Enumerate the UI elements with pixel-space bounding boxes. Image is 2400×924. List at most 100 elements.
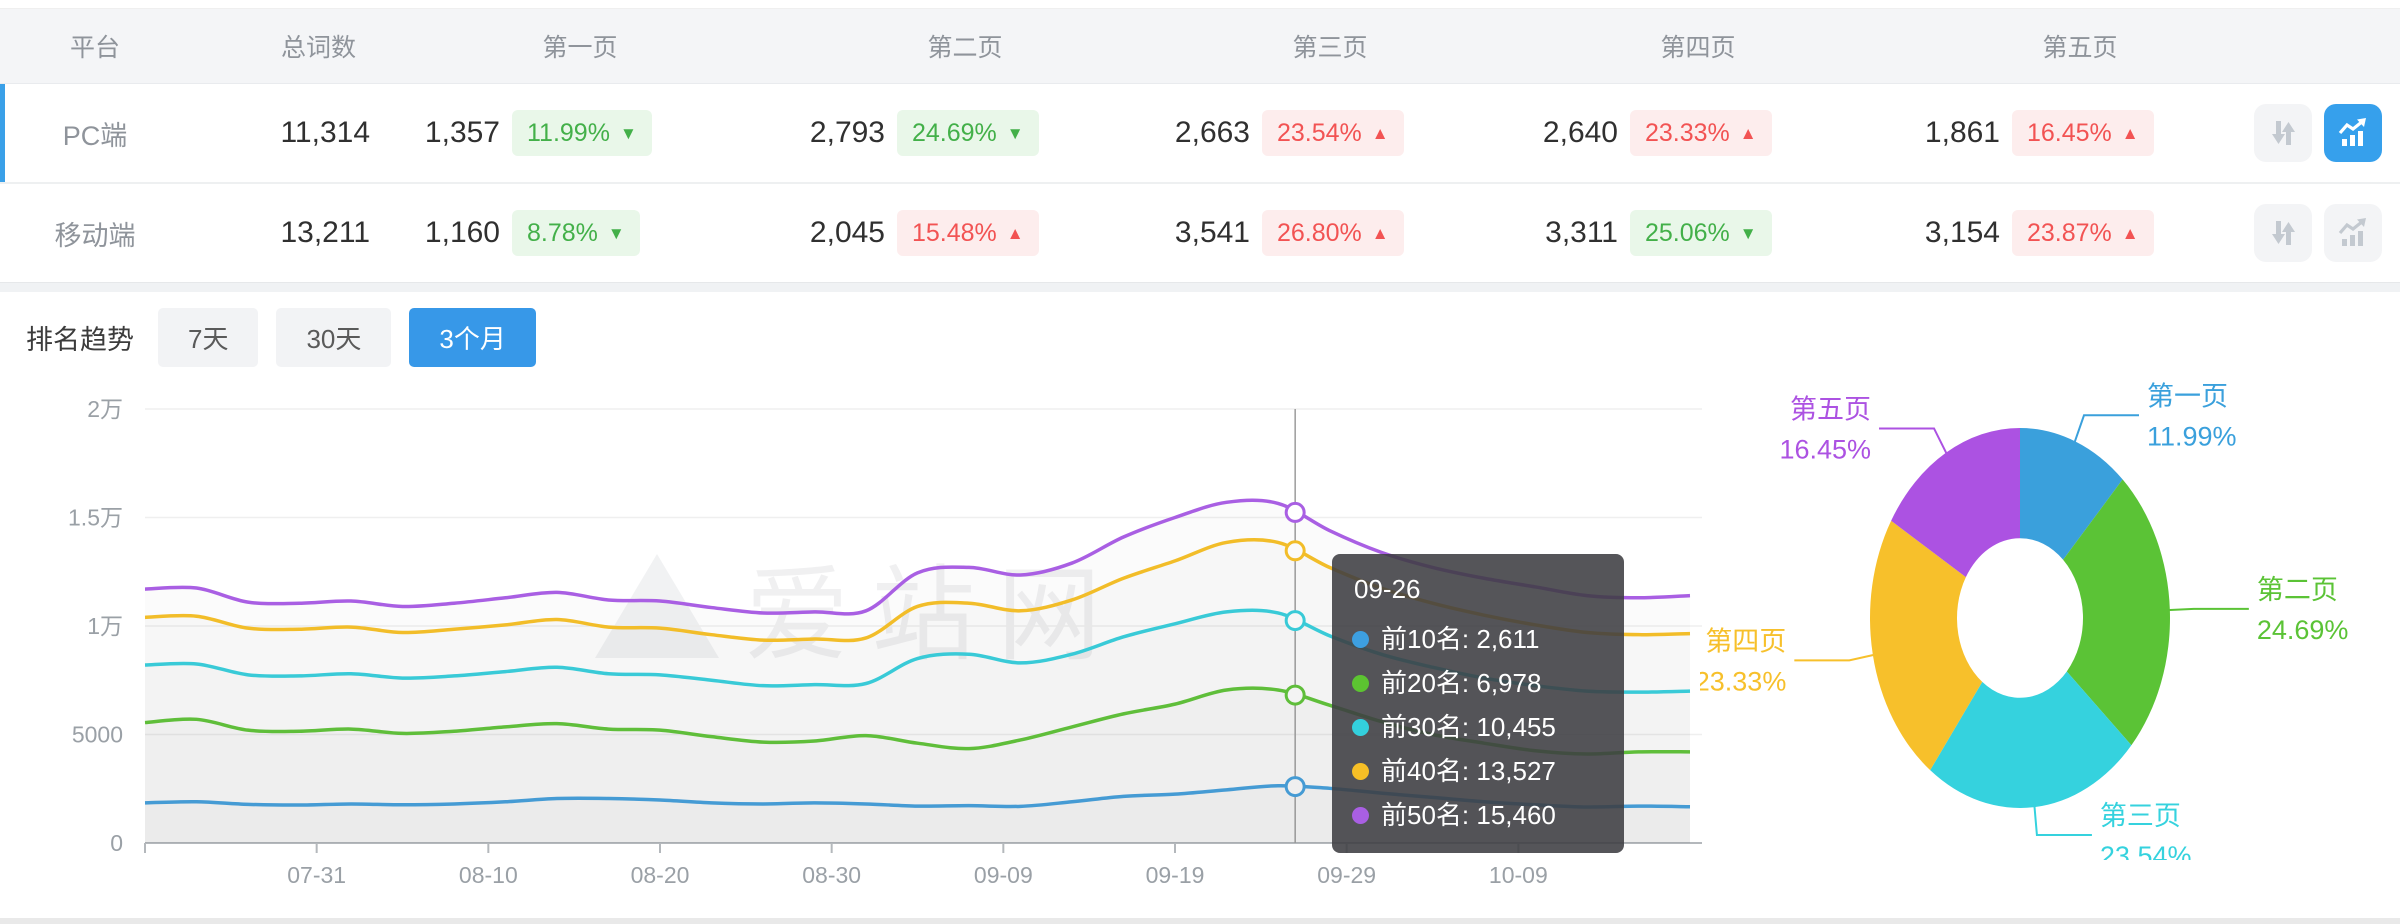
keyword-rank-table: 平台 总词数 第一页 第二页 第三页 第四页 第五页 PC端 11,314 1,… bbox=[0, 0, 2400, 284]
x-axis-label: 09-19 bbox=[1146, 862, 1205, 888]
trend-chart-button[interactable] bbox=[2324, 104, 2382, 162]
label-line bbox=[1794, 653, 1878, 662]
trend-arrow-icon bbox=[1372, 125, 1389, 142]
page5-count: 1,861 bbox=[1924, 116, 2000, 149]
page3-count: 2,663 bbox=[1174, 116, 1250, 149]
header-page5: 第五页 bbox=[2042, 34, 2118, 62]
page1-change-badge: 8.78% bbox=[512, 210, 640, 256]
donut-label-percent: 23.33% bbox=[1700, 666, 1786, 696]
page3-count: 3,541 bbox=[1174, 216, 1250, 249]
total-words-value: 13,211 bbox=[280, 216, 370, 249]
page2-count: 2,045 bbox=[809, 216, 885, 249]
trend-arrow-icon bbox=[1007, 125, 1024, 142]
tooltip-row: 前40名: 13,527 bbox=[1352, 749, 1604, 793]
trend-arrow-icon bbox=[2122, 125, 2139, 142]
donut-label-percent: 16.45% bbox=[1779, 434, 1871, 464]
page3-change-badge: 26.80% bbox=[1262, 210, 1404, 256]
table-row-pc[interactable]: PC端 11,314 1,357 11.99% 2,793 24.69% 2,6… bbox=[0, 84, 2400, 184]
trend-chart-button[interactable] bbox=[2324, 204, 2382, 262]
x-axis-label: 10-09 bbox=[1489, 862, 1548, 888]
table-row-mobile[interactable]: 移动端 13,211 1,160 8.78% 2,045 15.48% 3,54… bbox=[0, 184, 2400, 284]
donut-label-name: 第三页 bbox=[2100, 801, 2181, 831]
donut-label-name: 第四页 bbox=[1705, 626, 1786, 656]
label-line bbox=[2164, 607, 2249, 612]
tooltip-row: 前50名: 15,460 bbox=[1352, 793, 1604, 837]
tab-3months[interactable]: 3个月 bbox=[409, 308, 536, 367]
page2-change-badge: 24.69% bbox=[897, 110, 1039, 156]
top-strip bbox=[0, 0, 2400, 8]
header-platform: 平台 bbox=[69, 34, 120, 62]
compare-button[interactable] bbox=[2254, 104, 2312, 162]
header-page3: 第三页 bbox=[1292, 34, 1368, 62]
page2-change-badge: 15.48% bbox=[897, 210, 1039, 256]
donut-label-percent: 23.54% bbox=[2100, 841, 2192, 860]
tooltip-row: 前20名: 6,978 bbox=[1352, 661, 1604, 705]
trend-arrow-icon bbox=[1372, 225, 1389, 242]
label-line bbox=[1879, 427, 1950, 458]
trend-chart-icon bbox=[2338, 218, 2366, 246]
trend-section-title: 排名趋势 bbox=[26, 325, 134, 355]
tooltip-date: 09-26 bbox=[1354, 574, 1421, 604]
page3-change-badge: 23.54% bbox=[1262, 110, 1404, 156]
header-total-words: 总词数 bbox=[280, 34, 356, 62]
label-line bbox=[2072, 414, 2140, 447]
header-page4: 第四页 bbox=[1660, 34, 1736, 62]
y-axis-label: 2万 bbox=[87, 396, 123, 422]
transfer-arrows-icon bbox=[2272, 121, 2295, 145]
donut-slice-第二页[interactable] bbox=[2063, 479, 2170, 746]
series-dot-icon bbox=[1352, 762, 1369, 780]
trend-arrow-icon bbox=[1007, 225, 1024, 242]
crosshair-marker bbox=[1284, 610, 1306, 632]
table-header: 平台 总词数 第一页 第二页 第三页 第四页 第五页 bbox=[0, 8, 2400, 84]
header-page1: 第一页 bbox=[542, 34, 618, 62]
series-dot-icon bbox=[1352, 630, 1369, 648]
donut-slice-第四页[interactable] bbox=[1870, 520, 1983, 771]
donut-slice-第一页[interactable] bbox=[2020, 428, 2123, 560]
x-axis-label: 08-20 bbox=[631, 862, 690, 888]
trend-arrow-icon bbox=[1740, 125, 1757, 142]
donut-label-percent: 11.99% bbox=[2147, 421, 2237, 451]
donut-slice-第五页[interactable] bbox=[1891, 428, 2020, 578]
series-dot-icon bbox=[1352, 718, 1369, 736]
donut-label-percent: 24.69% bbox=[2257, 615, 2349, 645]
x-axis-label: 08-10 bbox=[459, 862, 518, 888]
label-line bbox=[2033, 802, 2092, 836]
donut-label-name: 第二页 bbox=[2257, 575, 2338, 605]
x-axis-label: 09-29 bbox=[1317, 862, 1376, 888]
page4-count: 2,640 bbox=[1542, 116, 1618, 149]
page2-count: 2,793 bbox=[809, 116, 885, 149]
tooltip-row: 前30名: 10,455 bbox=[1352, 705, 1604, 749]
chart-tooltip: 09-26 前10名: 2,611 前20名: 6,978 前30名: 10,455… bbox=[1332, 554, 1624, 853]
trend-arrow-icon bbox=[1740, 225, 1757, 242]
y-axis-label: 1.5万 bbox=[68, 505, 123, 531]
y-axis-label: 1万 bbox=[87, 613, 123, 639]
page5-change-badge: 23.87% bbox=[2012, 210, 2154, 256]
trend-chart-icon bbox=[2338, 118, 2366, 146]
transfer-arrows-icon bbox=[2272, 221, 2295, 245]
tab-30days[interactable]: 30天 bbox=[276, 308, 392, 367]
compare-button[interactable] bbox=[2254, 204, 2312, 262]
tooltip-row: 前10名: 2,611 bbox=[1352, 617, 1604, 661]
x-axis-label: 09-09 bbox=[974, 862, 1033, 888]
crosshair-marker bbox=[1284, 540, 1306, 562]
section-divider bbox=[0, 282, 2400, 293]
series-dot-icon bbox=[1352, 674, 1369, 692]
page4-change-badge: 23.33% bbox=[1630, 110, 1772, 156]
trend-arrow-icon bbox=[2122, 225, 2139, 242]
tab-7days[interactable]: 7天 bbox=[158, 308, 259, 367]
platform-label: 移动端 bbox=[54, 220, 136, 251]
page4-change-badge: 25.06% bbox=[1630, 210, 1772, 256]
trend-section: 排名趋势 7天 30天 3个月 爱站网 050001万1.5万2万07-3108… bbox=[0, 292, 2400, 918]
donut-slice-第三页[interactable] bbox=[1930, 671, 2132, 808]
trend-arrow-icon bbox=[620, 125, 637, 142]
header-page2: 第二页 bbox=[927, 34, 1003, 62]
page1-count: 1,160 bbox=[424, 216, 500, 249]
y-axis-label: 0 bbox=[110, 830, 123, 856]
bottom-strip bbox=[0, 918, 2400, 924]
trend-arrow-icon bbox=[608, 225, 625, 242]
crosshair-marker bbox=[1284, 501, 1306, 523]
donut-label-name: 第五页 bbox=[1790, 394, 1871, 424]
page-distribution-donut-chart: 第一页 11.99% 第二页 24.69% 第三页 23.54% 第四页 23.33% 第五页 1… bbox=[1700, 381, 2349, 860]
donut-label-name: 第一页 bbox=[2147, 381, 2228, 411]
